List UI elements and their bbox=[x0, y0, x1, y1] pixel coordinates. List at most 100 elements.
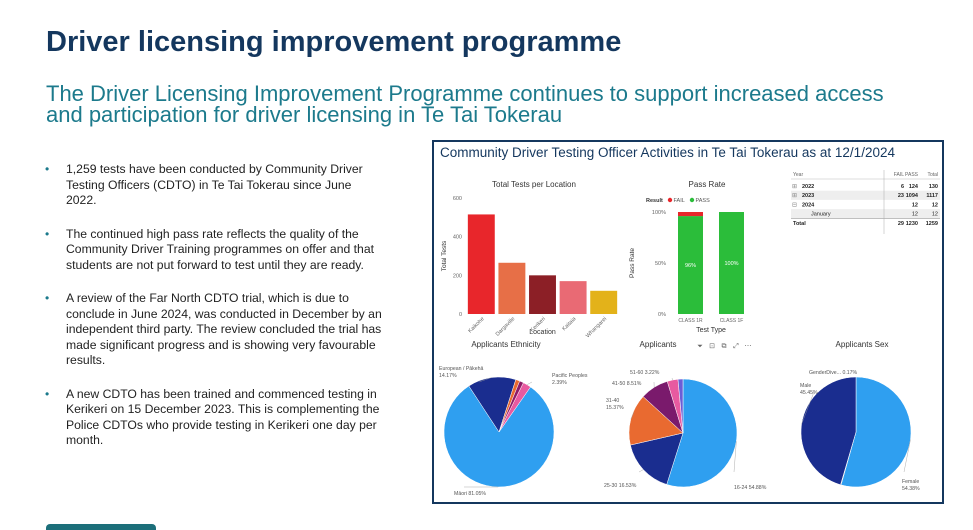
copy-visual-icon[interactable]: ⧉ bbox=[722, 343, 727, 350]
ethnicity-pie-title: Applicants Ethnicity bbox=[471, 340, 540, 349]
legend-marker-pass bbox=[690, 198, 694, 202]
age-pie-slice-label: 51-60 3.22% bbox=[630, 370, 660, 376]
age-pie-slice-label: 15.37% bbox=[606, 405, 624, 411]
table-expand-icon: ⊞ bbox=[792, 193, 797, 199]
passrate-x-tick-label: CLASS 1F bbox=[720, 318, 744, 324]
passrate-chart-title: Pass Rate bbox=[689, 180, 726, 189]
table-row-label: 2023 bbox=[802, 193, 814, 199]
bar-x-axis-title: Location bbox=[529, 329, 556, 336]
age-pie-title: Applicants bbox=[640, 340, 677, 349]
table-cell-fail: 23 bbox=[898, 193, 904, 199]
table-header-pass: PASS bbox=[905, 172, 919, 178]
age-pie-slice-label: 16-24 54.88% bbox=[734, 485, 767, 491]
dashboard-charts: Total Tests per Location 0 200 400 600 Total … bbox=[434, 142, 942, 502]
bullet-dot-icon: • bbox=[45, 291, 49, 307]
ethnicity-pie-slice-label: Māori 81.05% bbox=[454, 491, 486, 497]
bar-chart-title: Total Tests per Location bbox=[492, 180, 576, 189]
bar-y-tick-label: 400 bbox=[453, 235, 462, 241]
passrate-data-label: 100% bbox=[724, 261, 738, 267]
ethnicity-pie-slice-label: Pacific Peoples bbox=[552, 373, 588, 379]
ethnicity-pie-slice-label: European / Pākehā bbox=[439, 366, 484, 372]
bar-y-axis-title: Total Tests bbox=[441, 240, 448, 271]
sex-pie-slice-label: 54.38% bbox=[902, 486, 920, 492]
ethnicity-pie-slice-label: 2.39% bbox=[552, 380, 567, 386]
passrate-y-tick-label: 0% bbox=[658, 312, 666, 318]
table-expand-icon: ⊞ bbox=[792, 184, 797, 190]
bullet-item: • The continued high pass rate reflects t… bbox=[42, 227, 382, 274]
table-row-label: Total bbox=[793, 221, 806, 227]
table-header-total: Total bbox=[927, 172, 938, 178]
passrate-y-tick-label: 50% bbox=[655, 261, 666, 267]
sex-pie-slice-label: Female bbox=[902, 479, 919, 485]
bar-x-tick-label: Kaikohe bbox=[467, 316, 485, 334]
passrate-x-tick-label: CLASS 1R bbox=[678, 318, 703, 324]
bar-kaitaia[interactable] bbox=[560, 281, 587, 314]
more-options-icon[interactable]: ⋯ bbox=[745, 343, 752, 350]
table-cell-pass: 1230 bbox=[906, 221, 918, 227]
age-pie-leader-line bbox=[639, 470, 643, 472]
table-cell-pass: 124 bbox=[909, 184, 919, 190]
dashboard-panel: Community Driver Testing Officer Activit… bbox=[432, 140, 944, 504]
bullet-text: A review of the Far North CDTO trial, wh… bbox=[66, 291, 382, 367]
table-row-label: 2024 bbox=[802, 202, 815, 208]
bullet-dot-icon: • bbox=[45, 387, 49, 403]
sex-pie-title: Applicants Sex bbox=[836, 340, 889, 349]
sex-pie-slice-label: GenderDive... 0.17% bbox=[809, 370, 858, 376]
passrate-legend-label: FAIL bbox=[674, 198, 685, 204]
bar-y-tick-label: 0 bbox=[459, 312, 462, 318]
ethnicity-pie-leader-line bbox=[527, 382, 532, 385]
bullet-text: The continued high pass rate reflects th… bbox=[66, 227, 374, 272]
sex-pie-slice-label: Male bbox=[800, 383, 811, 389]
expand-icon[interactable]: ⤢ bbox=[733, 343, 739, 350]
bullet-item: • 1,259 tests have been conducted by Comm… bbox=[42, 162, 382, 209]
age-pie-slice-label: 41-50 8.51% bbox=[612, 381, 642, 387]
bar-dargaville[interactable] bbox=[498, 263, 525, 314]
bullet-item: • A new CDTO has been trained and commenc… bbox=[42, 387, 382, 449]
passrate-x-axis-title: Test Type bbox=[696, 327, 726, 334]
bar-whangarei[interactable] bbox=[590, 291, 617, 314]
page-subtitle: The Driver Licensing Improvement Program… bbox=[46, 83, 926, 125]
passrate-bar-fail[interactable] bbox=[678, 212, 703, 216]
table-row-label: January bbox=[811, 212, 831, 218]
passrate-data-label: 96% bbox=[685, 263, 696, 269]
table-cell-pass: 1094 bbox=[906, 193, 919, 199]
table-cell-fail: 29 bbox=[898, 221, 904, 227]
bullet-dot-icon: • bbox=[45, 162, 49, 178]
bullet-text: A new CDTO has been trained and commence… bbox=[66, 387, 379, 448]
table-header-fail: FAIL bbox=[894, 172, 905, 178]
bar-x-tick-label: Whangarei bbox=[585, 316, 608, 339]
table-cell-pass: 12 bbox=[912, 202, 918, 208]
bullet-dot-icon: • bbox=[45, 227, 49, 243]
bullet-list: • 1,259 tests have been conducted by Comm… bbox=[42, 162, 382, 467]
filter-icon[interactable]: ⏷ bbox=[697, 343, 703, 350]
table-cell-pass: 12 bbox=[912, 212, 918, 218]
page-title: Driver licensing improvement programme bbox=[46, 26, 621, 59]
age-pie-slice-label: 31-40 bbox=[606, 398, 619, 404]
ethnicity-pie-slice-label: 14.17% bbox=[439, 373, 457, 379]
bar-y-tick-label: 200 bbox=[453, 273, 462, 279]
table-header-year: Year bbox=[793, 172, 803, 178]
passrate-legend-title: Result bbox=[646, 198, 663, 204]
passrate-y-tick-label: 100% bbox=[652, 210, 666, 216]
bullet-item: • A review of the Far North CDTO trial, w… bbox=[42, 291, 382, 369]
age-pie-slice-label: 25-30 16.53% bbox=[604, 483, 637, 489]
table-cell-total: 1259 bbox=[926, 221, 938, 227]
table-cell-total: 12 bbox=[932, 212, 938, 218]
bar-kaikohe[interactable] bbox=[468, 214, 495, 314]
table-row-label: 2022 bbox=[802, 184, 814, 190]
table-expand-icon: ⊟ bbox=[792, 202, 797, 208]
bar-y-tick-label: 600 bbox=[453, 196, 462, 202]
bar-kerikeri[interactable] bbox=[529, 275, 556, 314]
passrate-legend-label: PASS bbox=[696, 198, 711, 204]
table-cell-fail: 6 bbox=[901, 184, 904, 190]
sex-pie-slice-label: 45.45% bbox=[800, 390, 818, 396]
age-pie-leader-line bbox=[672, 378, 673, 380]
bar-x-tick-label: Kaitaia bbox=[561, 316, 578, 333]
bottom-accent-bar bbox=[46, 524, 156, 530]
table-cell-total: 130 bbox=[929, 184, 938, 190]
focus-mode-icon[interactable]: ⊡ bbox=[709, 343, 715, 350]
legend-marker-fail bbox=[668, 198, 672, 202]
passrate-y-axis-title: Pass Rate bbox=[629, 248, 636, 278]
table-cell-total: 1117 bbox=[926, 193, 938, 199]
bullet-text: 1,259 tests have been conducted by Commu… bbox=[66, 162, 363, 207]
